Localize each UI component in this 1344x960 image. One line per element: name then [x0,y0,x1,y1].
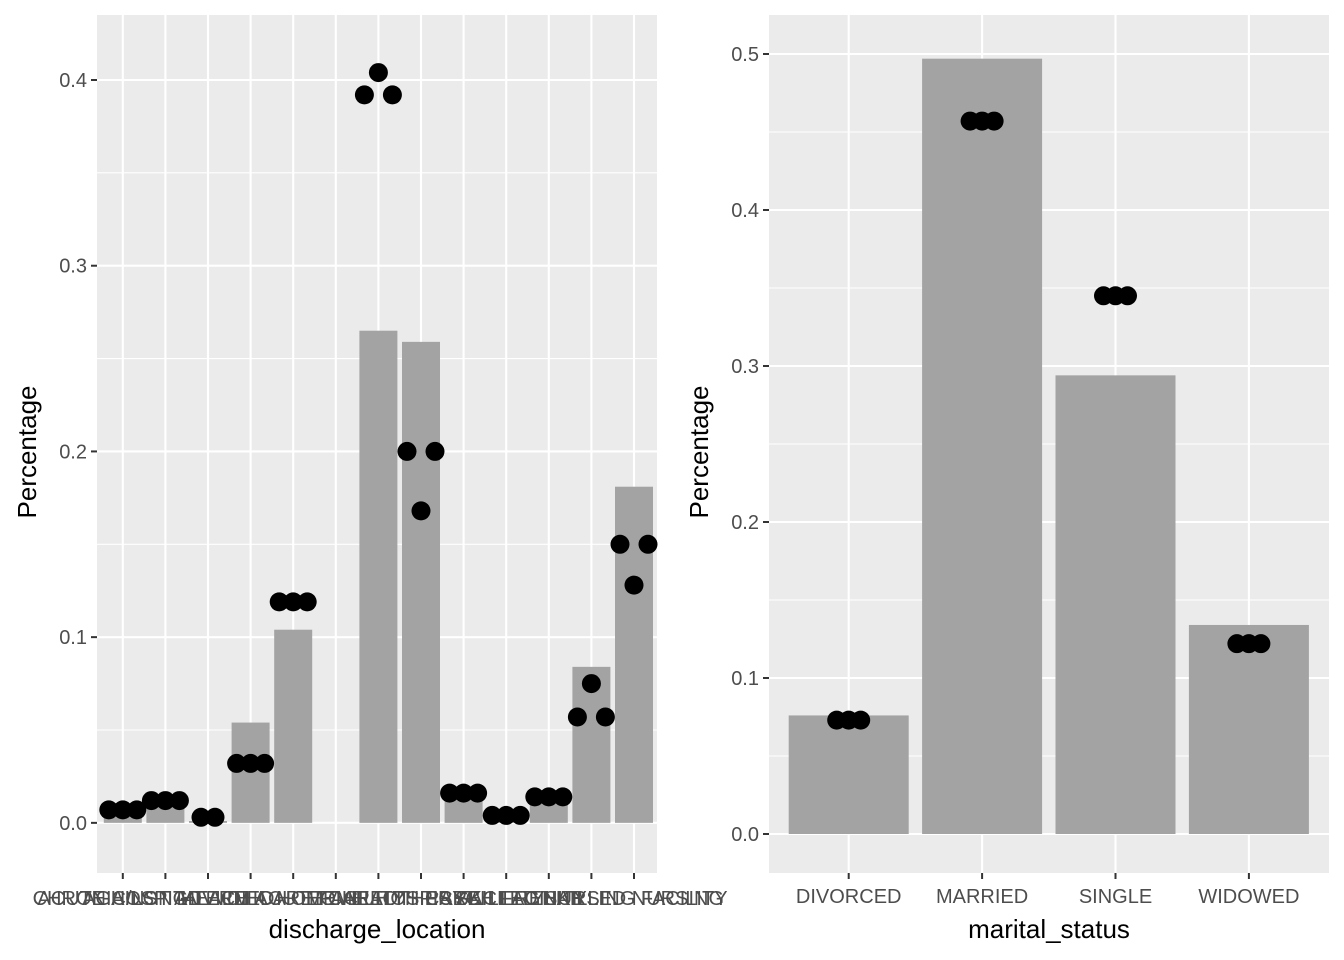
panel1-data-point [425,441,445,461]
panel2-y-tick-label: 0.2 [731,512,759,534]
panel2-x-tick-label: MARRIED [936,886,1028,908]
panel1-bar [359,330,398,823]
panel1-data-point [454,783,474,803]
panel1-data-point [155,791,175,811]
panel1-data-point [567,707,587,727]
panel1-data-point [553,787,573,807]
panel2-x-tick-label: DIVORCED [796,886,902,908]
panel2-x-tick-label: WIDOWED [1198,886,1299,908]
panel1-data-point [382,85,402,105]
panel2-data-point [1251,634,1271,654]
panel2-y-tick-label: 0.4 [731,200,759,222]
panel1-data-point [191,807,211,827]
panel1-y-tick-label: 0.1 [59,627,87,649]
panel2-data-point [984,111,1004,131]
panel1-data-point [255,753,275,773]
panel1-data-point [440,783,460,803]
panel1-data-point [610,534,630,554]
panel1-x-axis-title: discharge_location [269,914,486,944]
panel1-data-point [397,441,417,461]
panel2-bar [1188,624,1309,834]
panel1-data-point [113,800,133,820]
panel2-y-tick-label: 0.3 [731,356,759,378]
panel1-bar [402,341,440,823]
panel1-data-point [368,63,388,83]
panel1-x-tick-label: HOME [306,888,366,910]
panel1-data-point [127,800,147,820]
panel1-data-point [510,805,530,825]
panel1-data-point [283,592,303,612]
panel1-x-tick-label: OTHER FACILITY [382,888,544,910]
panel1-y-tick-label: 0.0 [59,813,87,835]
panel2-y-tick-label: 0.1 [731,668,759,690]
panel2-bar [922,58,1043,835]
panel1-x-tick-label: DIED [227,888,275,910]
panel1-data-point [297,592,317,612]
panel1-data-point [141,791,161,811]
panel1-x-tick-label: SKILLED NURSING [544,888,724,910]
panel1-data-point [539,787,559,807]
panel1-y-tick-label: 0.2 [59,441,87,463]
panel1-data-point [638,534,658,554]
panel1-y-tick-label: 0.4 [59,70,87,92]
panel1-y-tick-label: 0.3 [59,256,87,278]
panel1-data-point [496,805,516,825]
panel1-data-point [205,807,225,827]
panel1-data-point [269,592,289,612]
panel1-x-tick-label: PSYCH FACILITY [426,888,587,910]
panel2-x-axis-title: marital_status [968,914,1130,944]
panel1-data-point [595,707,615,727]
panel1-x-tick-label: AGAINST ADVICE [82,888,248,910]
panel1-x-tick-label: SKILLED NURSING FACILITY [455,888,727,910]
panel1-x-tick-label: REHAB [514,888,583,910]
panel1-data-point [99,800,119,820]
panel1-x-tick-label: CHRONIC/LONG TERM ACUTE CARE [33,888,384,910]
panel1-data-point [482,805,502,825]
panel2-y-tick-label: 0.5 [731,44,759,66]
panel1-data-point [241,753,261,773]
panel2-data-point [851,710,871,730]
panel2-bar [788,715,909,834]
panel1-data-point [227,753,247,773]
panel1-data-point [411,501,431,521]
panel1-bar [274,629,313,823]
panel1-x-tick-label: HOSPICE [376,888,466,910]
panel1-data-point [468,783,488,803]
panel2-data-point [1118,286,1137,306]
panel1-y-axis-title: Percentage [12,386,42,519]
panel1-data-point [525,787,545,807]
panel2-y-tick-label: 0.0 [731,824,759,846]
panel1-data-point [354,85,374,105]
panel2-y-axis-title: Percentage [684,386,714,519]
panel1-data-point [581,674,601,694]
panel2-x-tick-label: SINGLE [1079,886,1152,908]
panel1-x-tick-label: HEALTHCARE FACILITY [181,888,406,910]
panel2-bar [1055,375,1176,834]
panel1-data-point [169,791,189,811]
panel1-x-tick-label: ACUTE HOSPITAL [37,888,208,910]
panel1-data-point [624,575,644,595]
panel1-x-tick-label: HOME HEALTH CARE [276,888,480,910]
